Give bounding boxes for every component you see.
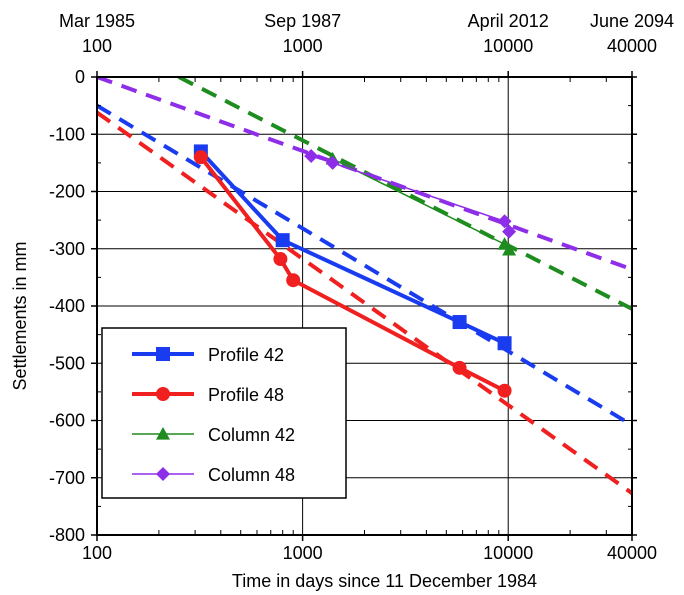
square-marker — [156, 347, 170, 361]
legend-box — [101, 327, 347, 499]
top-axis-date-label: Sep 1987 — [264, 11, 341, 31]
legend-item: Profile 42 — [132, 345, 284, 365]
legend-label: Column 42 — [208, 425, 295, 445]
x-tick-label: 1000 — [283, 543, 323, 563]
y-tick-label: -800 — [49, 525, 85, 545]
circle-marker — [156, 387, 170, 401]
trend-line — [177, 77, 632, 311]
square-marker — [275, 233, 290, 248]
circle-marker — [273, 252, 288, 267]
y-tick-label: -200 — [49, 182, 85, 202]
y-tick-label: -700 — [49, 468, 85, 488]
top-axis-day-label: 100 — [82, 36, 112, 56]
series-column-48 — [304, 149, 517, 239]
y-tick-label: -300 — [49, 239, 85, 259]
triangle-marker — [156, 427, 170, 440]
series-line — [310, 155, 510, 232]
y-tick-label: -100 — [49, 124, 85, 144]
top-axis-day-label: 1000 — [283, 36, 323, 56]
trend-line — [97, 110, 632, 495]
diamond-marker — [497, 214, 512, 229]
circle-marker — [452, 360, 467, 375]
top-axis-date-label: Mar 1985 — [59, 11, 135, 31]
legend-item: Profile 48 — [132, 385, 284, 405]
series-profile-48 — [193, 150, 512, 398]
legend-label: Profile 42 — [208, 345, 284, 365]
series-profile-42 — [193, 144, 512, 351]
y-axis-title: Settlements in mm — [10, 241, 30, 390]
diamond-marker — [304, 149, 319, 164]
y-tick-label: -400 — [49, 296, 85, 316]
legend: Profile 42 Profile 48 Column 42 Column 48 — [101, 327, 347, 499]
legend-label: Column 48 — [208, 465, 295, 485]
trend-lines — [97, 77, 632, 495]
square-marker — [452, 315, 467, 330]
legend-item: Column 42 — [132, 425, 295, 445]
circle-marker — [286, 273, 301, 288]
legend-item: Column 48 — [132, 465, 295, 485]
x-tick-label: 40000 — [607, 543, 657, 563]
y-tick-label: -500 — [49, 353, 85, 373]
top-axis-day-label: 40000 — [607, 36, 657, 56]
y-tick-label: -600 — [49, 411, 85, 431]
square-marker — [497, 336, 512, 351]
axis-ticks: 100 Mar 1985 100 1000 Sep 1987 1000 10000 April… — [49, 11, 674, 563]
x-axis-title: Time in days since 11 December 1984 — [232, 571, 537, 591]
x-tick-label: 100 — [82, 543, 112, 563]
top-axis-date-label: April 2012 — [468, 11, 549, 31]
diamond-marker — [325, 155, 340, 170]
trend-line — [97, 77, 632, 272]
series-line — [199, 150, 506, 346]
top-axis-day-label: 10000 — [483, 36, 533, 56]
y-tick-label: 0 — [75, 67, 85, 87]
top-axis-date-label: June 2094 — [590, 11, 674, 31]
legend-label: Profile 48 — [208, 385, 284, 405]
data-series — [193, 144, 517, 398]
x-tick-label: 10000 — [483, 543, 533, 563]
diamond-marker — [156, 467, 170, 481]
diamond-marker — [502, 224, 517, 239]
circle-marker — [497, 383, 512, 398]
triangle-marker — [502, 242, 517, 256]
circle-marker — [193, 150, 208, 165]
